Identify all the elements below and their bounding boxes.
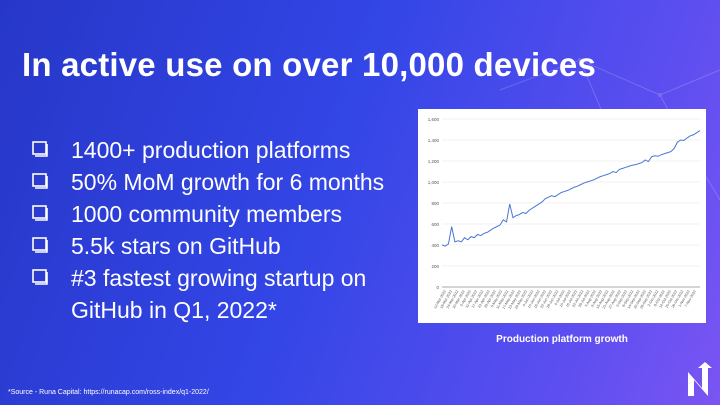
chart-caption: Production platform growth (496, 334, 628, 345)
bullet-list: 1400+ production platforms 50% MoM growt… (32, 134, 384, 326)
bullet-item: #3 fastest growing startup on GitHub in … (32, 262, 384, 326)
bullet-item: 50% MoM growth for 6 months (32, 166, 384, 198)
y-tick-label: 1,200 (428, 159, 440, 164)
production-platform-chart: 02004006008001,0001,2001,4001,60012-Mar-… (428, 117, 701, 310)
y-tick-label: 1,000 (428, 180, 440, 185)
y-tick-label: 1,400 (428, 138, 440, 143)
checkbox-outline-icon (32, 230, 54, 253)
y-tick-label: 800 (431, 201, 439, 206)
y-tick-label: 400 (431, 243, 439, 248)
source-footnote: *Source - Runa Capital: https://runacap.… (8, 389, 209, 396)
x-tick-label: 4-Jul-2022 (554, 290, 566, 307)
line-layer (441, 130, 701, 247)
bullet-item: 1400+ production platforms (32, 134, 384, 166)
bullet-text: 1400+ production platforms (71, 137, 351, 163)
y-tick-label: 1,600 (428, 117, 440, 122)
axis-layer: 02004006008001,0001,2001,4001,60012-Mar-… (428, 117, 697, 310)
bullet-text: 5.5k stars on GitHub (71, 233, 281, 259)
series-line (441, 130, 701, 247)
y-tick-label: 200 (431, 264, 439, 269)
checkbox-outline-icon (32, 166, 54, 189)
bullet-text: #3 fastest growing startup on GitHub in … (71, 265, 367, 323)
bullet-text: 1000 community members (71, 201, 342, 227)
chart-card: 0 200 400 600 800 1,000 1,200 1,400 1,600 12-Mar-… (418, 109, 706, 323)
checkbox-outline-icon (32, 134, 54, 157)
checkbox-outline-icon (32, 262, 54, 285)
arrow-n-logo-icon (688, 362, 712, 396)
y-tick-label: 0 (436, 285, 439, 290)
bullet-item: 1000 community members (32, 198, 384, 230)
slide-title: In active use on over 10,000 devices (22, 46, 597, 83)
grid-layer (442, 118, 700, 288)
bullet-text: 50% MoM growth for 6 months (71, 169, 385, 195)
y-tick-label: 600 (431, 222, 439, 227)
bullet-item: 5.5k stars on GitHub (32, 230, 384, 262)
checkbox-outline-icon (32, 198, 54, 221)
